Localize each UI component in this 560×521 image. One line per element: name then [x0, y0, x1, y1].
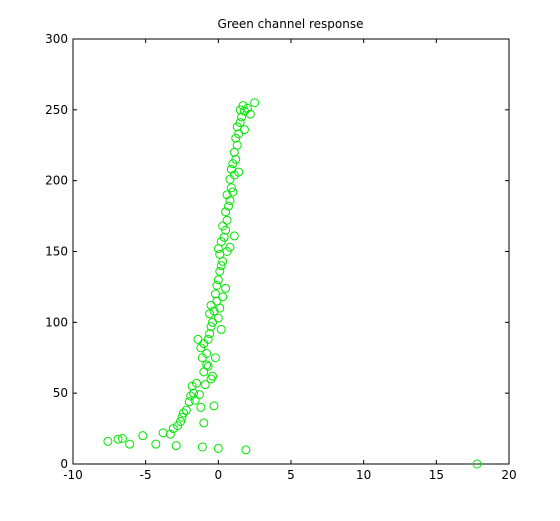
data-point — [231, 154, 241, 164]
x-tick-label: 10 — [356, 468, 371, 482]
data-point — [215, 303, 225, 313]
data-point — [177, 412, 187, 422]
data-point — [125, 439, 135, 449]
data-point — [165, 429, 175, 439]
data-point — [212, 281, 222, 290]
data-point — [197, 442, 207, 452]
data-point — [226, 183, 236, 193]
data-point — [138, 431, 148, 441]
data-point — [241, 445, 251, 455]
data-point — [229, 170, 239, 180]
data-points — [103, 98, 482, 469]
data-point — [228, 187, 238, 197]
data-point — [117, 434, 127, 443]
x-tick-label: -10 — [63, 468, 83, 482]
data-point — [208, 371, 218, 381]
data-point — [229, 231, 239, 241]
data-point — [187, 381, 197, 391]
y-tick-label: 150 — [45, 245, 68, 259]
y-tick-label: 200 — [45, 174, 68, 188]
data-point — [250, 98, 260, 108]
y-tick-label: 50 — [53, 386, 68, 400]
data-point — [194, 390, 204, 400]
data-point — [184, 397, 194, 407]
data-point — [242, 103, 252, 113]
y-tick-label: 0 — [60, 457, 68, 471]
data-point — [234, 167, 244, 177]
data-point — [197, 353, 207, 363]
data-point — [218, 221, 228, 231]
data-point — [205, 329, 215, 339]
y-tick-label: 300 — [45, 32, 68, 46]
data-point — [208, 317, 218, 327]
chart-title: Green channel response — [218, 17, 364, 31]
data-point — [196, 402, 206, 412]
data-point — [239, 125, 249, 135]
data-point — [206, 300, 216, 310]
data-point — [215, 266, 225, 276]
data-point — [193, 334, 203, 344]
data-point — [245, 109, 255, 119]
data-point — [199, 418, 209, 428]
data-point — [189, 388, 199, 398]
data-point — [181, 405, 191, 415]
data-point — [209, 306, 219, 316]
data-point — [205, 309, 215, 319]
data-point — [202, 360, 212, 370]
data-point — [192, 378, 202, 388]
data-point — [239, 106, 249, 116]
data-point — [158, 428, 168, 438]
data-point — [203, 334, 213, 344]
data-point — [221, 207, 231, 217]
x-tick-label: 20 — [501, 468, 516, 482]
data-point — [210, 353, 220, 363]
data-point — [221, 283, 231, 293]
data-point — [176, 417, 186, 426]
data-point — [113, 434, 123, 444]
data-point — [237, 112, 247, 122]
y-tick-label: 250 — [45, 103, 68, 117]
y-tick-label: 100 — [45, 315, 68, 329]
data-point — [200, 380, 210, 390]
data-point — [216, 324, 226, 334]
data-point — [103, 436, 113, 446]
data-point — [234, 129, 244, 139]
y-axis: 0 50 100 150 200 250 300 — [45, 32, 509, 471]
data-point — [222, 215, 232, 225]
data-point — [224, 201, 234, 211]
data-point — [219, 232, 229, 242]
data-point — [171, 441, 181, 451]
data-point — [213, 313, 223, 323]
data-point — [151, 439, 161, 449]
data-point — [213, 443, 223, 453]
data-point — [238, 101, 248, 111]
data-point — [216, 261, 226, 271]
data-point — [232, 140, 242, 150]
x-tick-label: 5 — [287, 468, 295, 482]
data-point — [225, 242, 235, 252]
data-point — [203, 361, 213, 371]
plot-area — [72, 38, 510, 465]
data-point — [235, 118, 245, 128]
data-point — [213, 275, 223, 285]
x-axis: -10 -5 0 5 10 15 20 — [63, 39, 517, 482]
data-point — [206, 322, 216, 332]
x-tick-label: 15 — [429, 468, 444, 482]
data-point — [190, 395, 200, 405]
data-point — [168, 424, 178, 434]
x-tick-label: -5 — [140, 468, 152, 482]
data-point — [222, 190, 232, 200]
data-point — [225, 196, 235, 205]
data-point — [178, 408, 188, 418]
data-point — [218, 292, 228, 302]
x-tick-label: 0 — [215, 468, 223, 482]
data-point — [472, 459, 482, 469]
data-point — [209, 401, 219, 411]
